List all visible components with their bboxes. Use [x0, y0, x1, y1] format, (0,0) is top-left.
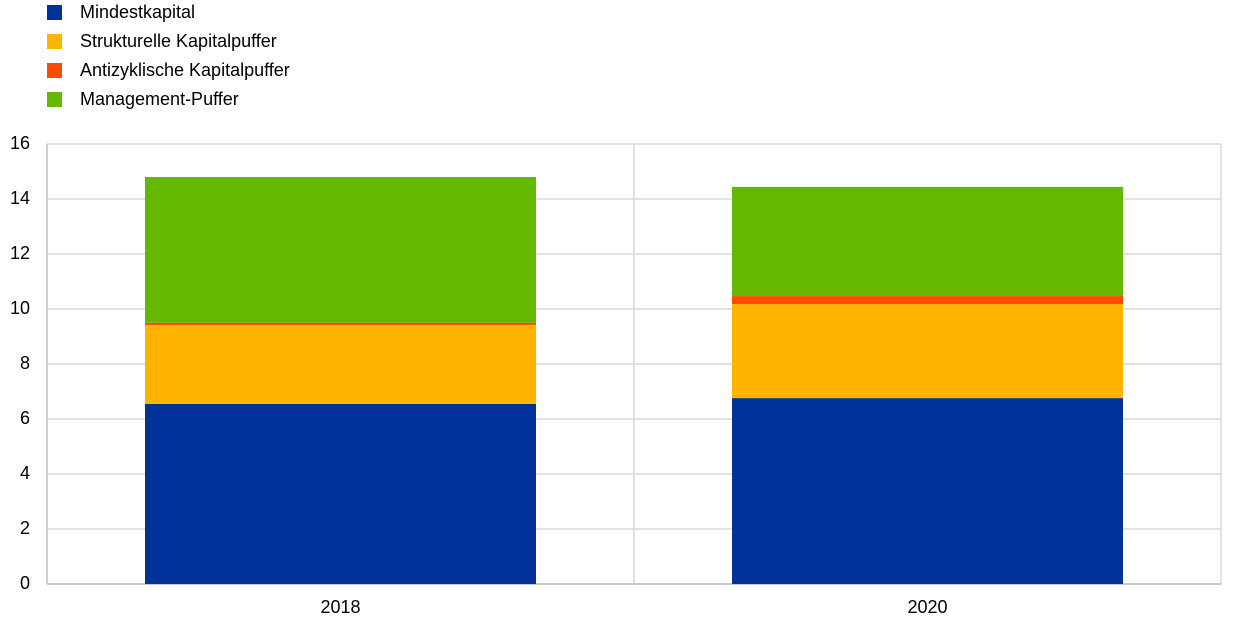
bar-segment: [732, 296, 1123, 305]
y-tick-label: 2: [20, 518, 30, 538]
bar-segment: [145, 403, 536, 584]
x-tick-label: 2018: [320, 597, 360, 617]
legend-label: Antizyklische Kapitalpuffer: [80, 60, 290, 80]
y-tick-label: 10: [10, 298, 30, 318]
bar-segment: [145, 322, 536, 325]
y-tick-label: 14: [10, 188, 30, 208]
legend-label: Management-Puffer: [80, 89, 239, 109]
y-tick-label: 12: [10, 243, 30, 263]
bar-segment: [732, 304, 1123, 399]
legend-label: Strukturelle Kapitalpuffer: [80, 31, 277, 51]
y-tick-label: 16: [10, 133, 30, 153]
bar-segment: [732, 186, 1123, 297]
bar-segment: [145, 177, 536, 323]
bar-segment: [732, 398, 1123, 584]
y-tick-label: 8: [20, 353, 30, 373]
legend-swatch: [47, 63, 62, 78]
bar-segment: [145, 324, 536, 404]
y-tick-label: 6: [20, 408, 30, 428]
y-tick-label: 4: [20, 463, 30, 483]
y-tick-label: 0: [20, 573, 30, 593]
legend-swatch: [47, 34, 62, 49]
x-tick-label: 2020: [907, 597, 947, 617]
legend-swatch: [47, 92, 62, 107]
legend-label: Mindestkapital: [80, 2, 195, 22]
legend-swatch: [47, 5, 62, 20]
